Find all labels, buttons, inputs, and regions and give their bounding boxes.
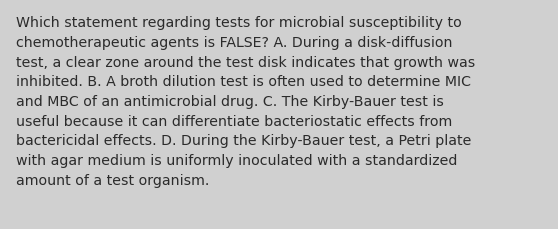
Text: Which statement regarding tests for microbial susceptibility to
chemotherapeutic: Which statement regarding tests for micr… [16, 16, 475, 187]
